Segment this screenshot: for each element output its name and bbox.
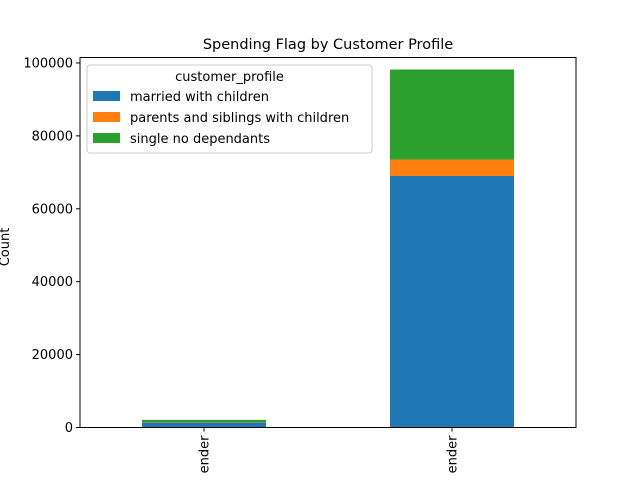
- bar-segment: [390, 69, 514, 160]
- y-tick-label: 60000: [32, 202, 73, 217]
- x-tick-label: ender: [198, 435, 213, 473]
- bar-segment: [142, 422, 266, 428]
- legend-swatch: [93, 112, 120, 122]
- legend-entry: single no dependants: [130, 132, 270, 147]
- y-tick-label: 40000: [32, 275, 73, 290]
- legend-box: [86, 64, 373, 154]
- x-tick-label: ender: [446, 435, 461, 473]
- y-axis: 0 20000 40000 60000 80000 100000: [23, 56, 80, 436]
- legend-swatch: [93, 91, 120, 101]
- y-tick-label: 0: [65, 421, 73, 436]
- y-tick-label: 20000: [32, 348, 73, 363]
- legend-swatch: [93, 133, 120, 143]
- bar-segment: [142, 419, 266, 423]
- legend-title: customer_profile: [175, 70, 284, 85]
- bar-segment: [390, 175, 514, 428]
- plot-frame: [79, 57, 577, 428]
- bar-segment: [390, 159, 514, 176]
- x-axis: ender ender: [198, 427, 461, 473]
- y-tick-label: 100000: [23, 56, 73, 71]
- y-axis-label: Count: [0, 228, 13, 267]
- bars-layer: [142, 69, 514, 428]
- legend-entry: married with children: [130, 90, 269, 105]
- legend-entry: parents and siblings with children: [130, 111, 349, 126]
- chart-title: Spending Flag by Customer Profile: [203, 37, 453, 53]
- y-tick-label: 80000: [32, 129, 73, 144]
